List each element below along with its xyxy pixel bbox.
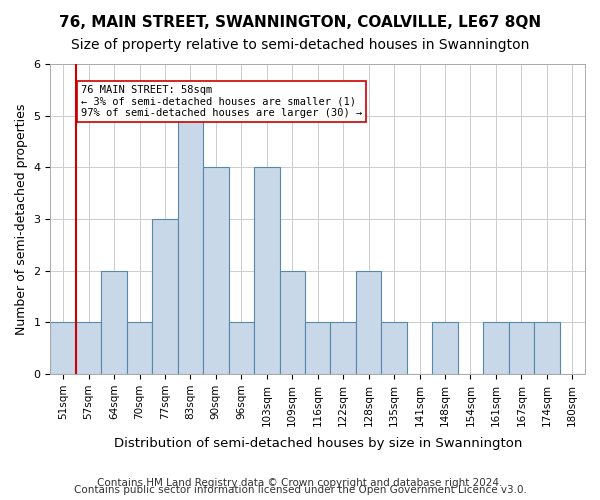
Bar — [50, 322, 76, 374]
Y-axis label: Number of semi-detached properties: Number of semi-detached properties — [15, 104, 28, 334]
Bar — [382, 322, 407, 374]
Text: 76 MAIN STREET: 58sqm
← 3% of semi-detached houses are smaller (1)
97% of semi-d: 76 MAIN STREET: 58sqm ← 3% of semi-detac… — [81, 84, 362, 118]
Bar — [203, 168, 229, 374]
Bar — [432, 322, 458, 374]
Bar — [76, 322, 101, 374]
Text: Contains HM Land Registry data © Crown copyright and database right 2024.: Contains HM Land Registry data © Crown c… — [97, 478, 503, 488]
Bar — [331, 322, 356, 374]
Bar — [254, 168, 280, 374]
Text: Contains public sector information licensed under the Open Government Licence v3: Contains public sector information licen… — [74, 485, 526, 495]
Bar — [509, 322, 534, 374]
Bar — [101, 270, 127, 374]
Bar — [534, 322, 560, 374]
Bar — [127, 322, 152, 374]
Bar — [483, 322, 509, 374]
Bar — [152, 219, 178, 374]
Bar — [356, 270, 382, 374]
Bar — [305, 322, 331, 374]
X-axis label: Distribution of semi-detached houses by size in Swannington: Distribution of semi-detached houses by … — [113, 437, 522, 450]
Text: 76, MAIN STREET, SWANNINGTON, COALVILLE, LE67 8QN: 76, MAIN STREET, SWANNINGTON, COALVILLE,… — [59, 15, 541, 30]
Text: Size of property relative to semi-detached houses in Swannington: Size of property relative to semi-detach… — [71, 38, 529, 52]
Bar — [280, 270, 305, 374]
Bar — [178, 116, 203, 374]
Bar — [229, 322, 254, 374]
